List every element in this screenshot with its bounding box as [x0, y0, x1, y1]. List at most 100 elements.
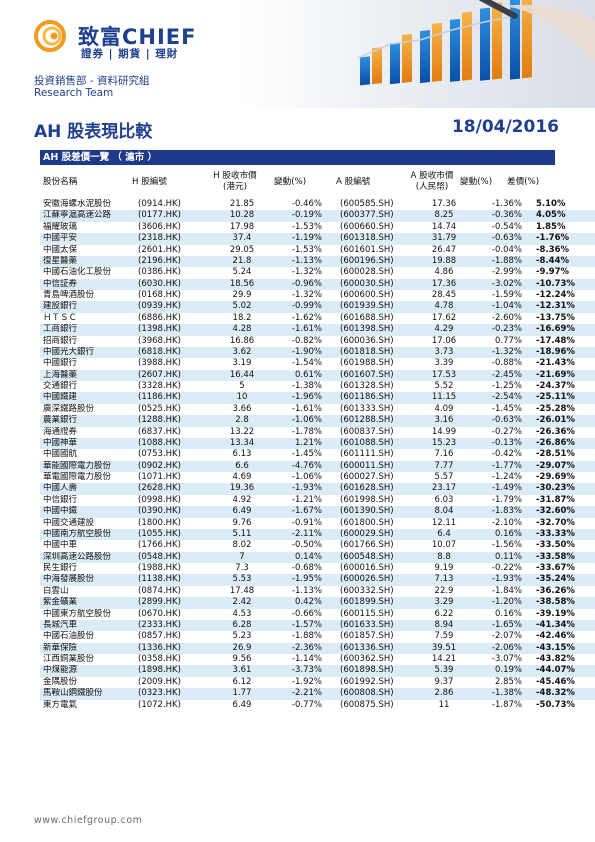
- cell-a-price: 22.9: [434, 585, 454, 596]
- cell-a-price: 12.11: [431, 517, 457, 528]
- cell-a-price: 8.8: [416, 551, 472, 563]
- cell-h-code: (0914.HK): [138, 199, 181, 209]
- table-row: 海通證券 (6837.HK) 13.22 -1.78% (600837.SH) 14.99…: [40, 427, 595, 438]
- col-header-h-price: H 股收市價 (港元): [206, 166, 264, 198]
- cell-a-change: 0.16%: [472, 528, 530, 541]
- cell-h-price: 7: [216, 551, 268, 563]
- table-body: 安徽海螺水泥股份 (0914.HK) 21.85 -0.46% (600585.SH) 1…: [40, 199, 595, 711]
- table-row: 青島啤酒股份 (0168.HK) 29.9 -1.32% (600600.SH) 28.4…: [40, 290, 595, 301]
- col-header-h-code: H 股編號: [132, 176, 167, 187]
- cell-h-code: (1055.HK): [133, 528, 216, 541]
- table-row: 江西銅業股份 (0358.HK) 9.56 -1.14% (600362.SH) 14.2…: [40, 654, 595, 665]
- cell-h-price: 26.9: [216, 642, 268, 654]
- cell-a-code: (600011.SH): [332, 460, 416, 472]
- cell-a-change: -1.04%: [472, 301, 530, 313]
- cell-h-price: 18.56: [216, 278, 268, 290]
- cell-h-code: (2009.HK): [138, 676, 181, 687]
- cell-premium: -30.23%: [530, 483, 595, 495]
- table-row: 招商銀行 (3968.HK) 16.86 -0.82% (600036.SH) 17.06…: [40, 336, 595, 347]
- cell-h-code: (1071.HK): [138, 472, 181, 482]
- cell-a-price: 14.99: [431, 426, 457, 437]
- cell-a-code: (601988.SH): [340, 358, 394, 369]
- brand-tagline: 證券 | 期貨 | 理財: [81, 48, 179, 60]
- cell-a-price: 6.03: [434, 494, 454, 505]
- cell-h-price: 19.36: [216, 483, 268, 495]
- cell-h-code: (0390.HK): [133, 506, 216, 518]
- cell-h-price: 5.11: [216, 528, 268, 541]
- cell-h-price: 10: [216, 392, 268, 404]
- cell-premium: -25.11%: [530, 392, 595, 404]
- cell-premium: -29.07%: [530, 460, 595, 472]
- cell-h-price: 4.53: [232, 608, 252, 619]
- cell-h-price: 6.13: [232, 449, 252, 460]
- cell-h-price: 29.9: [232, 290, 252, 300]
- cell-a-code: (601328.SH): [340, 381, 394, 391]
- cell-a-code: (601818.SH): [332, 346, 416, 359]
- cell-a-price: 4.78: [416, 301, 472, 313]
- cell-a-change: -1.88%: [472, 255, 530, 268]
- table-row: 中國交通建設 (1800.HK) 9.76 -0.91% (601800.SH) 12.1…: [40, 518, 595, 529]
- cell-stock-name: 招商銀行: [43, 335, 78, 346]
- cell-premium: -26.36%: [536, 426, 575, 437]
- cell-a-price: 5.57: [434, 472, 454, 482]
- cell-h-change: 0.14%: [268, 551, 332, 563]
- cell-h-change: -0.68%: [291, 563, 322, 573]
- table-row: 建設銀行 (0939.HK) 5.02 -0.99% (601939.SH) 4.78 -1…: [40, 301, 595, 313]
- cell-h-price: 6.49: [216, 506, 268, 518]
- cell-stock-name: 東方電氣: [43, 699, 78, 710]
- cell-h-code: (3606.HK): [138, 221, 181, 232]
- cell-h-code: (1288.HK): [133, 415, 216, 427]
- table-row: 交通銀行 (3328.HK) 5 -1.38% (601328.SH) 5.52 -1.25…: [40, 381, 595, 392]
- cell-a-price: 11: [438, 699, 450, 710]
- cell-a-change: -3.07%: [491, 654, 522, 664]
- cell-a-code: (601288.SH): [332, 415, 416, 427]
- cell-a-price: 4.86: [434, 267, 454, 278]
- cell-a-price: 4.09: [434, 403, 454, 414]
- cell-h-price: 13.22: [229, 426, 255, 437]
- cell-premium: -31.87%: [536, 494, 575, 505]
- cell-a-code: (601939.SH): [332, 301, 416, 313]
- table-row: 農業銀行 (1288.HK) 2.8 -1.06% (601288.SH) 3.16 -0.…: [40, 415, 595, 427]
- cell-a-code: (600027.SH): [340, 472, 394, 482]
- cell-a-change: -1.38%: [472, 688, 530, 700]
- table-row: 長城汽車 (2333.HK) 6.28 -1.57% (601633.SH) 8.94 -1…: [40, 619, 595, 632]
- cell-h-price: 17.98: [229, 221, 255, 232]
- cell-stock-name: 深圳高速公路股份: [40, 551, 133, 563]
- cell-a-code: (600600.SH): [340, 290, 394, 300]
- cell-stock-name: 中國平安: [40, 233, 133, 245]
- cell-a-price: 11.15: [416, 392, 472, 404]
- cell-premium: -43.15%: [530, 642, 595, 654]
- cell-a-change: -1.87%: [491, 699, 522, 710]
- cell-a-change: -0.63%: [472, 415, 530, 427]
- cell-premium: -50.73%: [536, 699, 575, 710]
- cell-a-price: 15.23: [416, 437, 472, 450]
- cell-h-change: -1.61%: [268, 324, 332, 336]
- cell-h-change: -1.13%: [291, 585, 322, 596]
- cell-h-price: 21.85: [229, 199, 255, 209]
- cell-h-code: (6886.HK): [138, 312, 181, 323]
- cell-a-change: -2.54%: [472, 392, 530, 404]
- cell-h-price: 9.76: [232, 517, 252, 528]
- cell-h-change: -1.62%: [291, 312, 322, 323]
- cell-h-change: -0.46%: [291, 199, 322, 209]
- cell-premium: -45.46%: [536, 676, 575, 687]
- cell-a-price: 8.25: [416, 210, 472, 222]
- cell-premium: -21.43%: [536, 358, 575, 369]
- cell-stock-name: 江蘇寧滬高速公路: [40, 210, 133, 222]
- cell-h-code: (1186.HK): [133, 392, 216, 404]
- cell-h-change: -1.32%: [291, 290, 322, 300]
- cell-a-change: -1.59%: [491, 290, 522, 300]
- cell-a-change: -1.65%: [472, 619, 530, 632]
- cell-a-change: -2.45%: [472, 369, 530, 381]
- cell-h-code: (1072.HK): [138, 699, 181, 710]
- cell-a-code: (601633.SH): [332, 619, 416, 632]
- cell-h-change: 0.61%: [268, 369, 332, 381]
- cell-a-code: (601688.SH): [340, 312, 394, 323]
- cell-a-price: 9.19: [434, 563, 454, 573]
- cell-a-price: 3.39: [434, 358, 454, 369]
- cell-h-change: -4.76%: [268, 460, 332, 472]
- cell-premium: -33.33%: [530, 528, 595, 541]
- col-header-a-change: 變動(%): [460, 176, 493, 187]
- cell-stock-name: 中國國航: [43, 449, 78, 460]
- table-row: 中國中鐵 (0390.HK) 6.49 -1.67% (601390.SH) 8.04 -1…: [40, 506, 595, 518]
